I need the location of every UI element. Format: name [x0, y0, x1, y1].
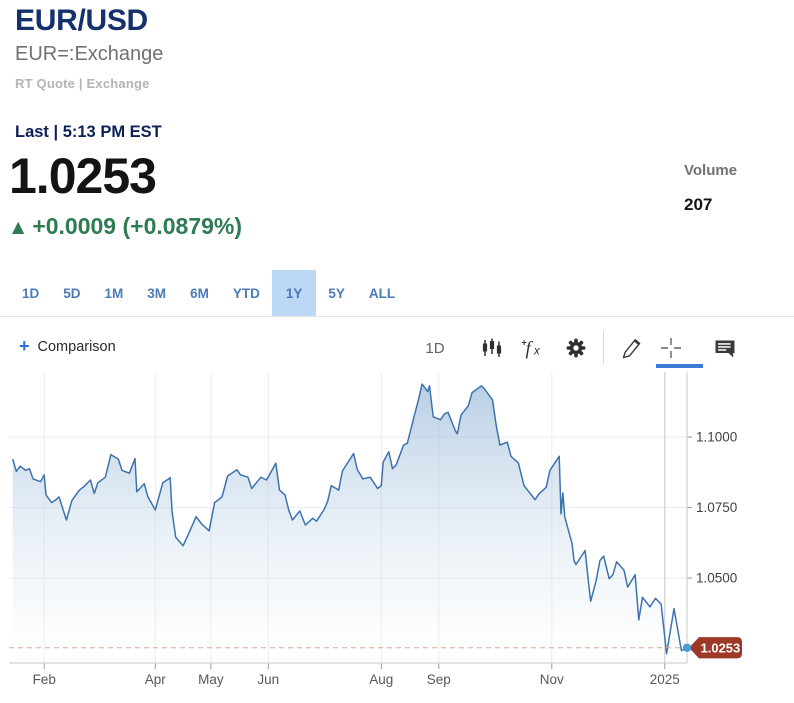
last-price-badge	[689, 637, 742, 659]
price-change-text: +0.0009 (+0.0879%)	[32, 213, 243, 239]
volume-value: 207	[684, 195, 713, 214]
y-tick-label: 1.0500	[696, 571, 737, 586]
range-tab-1y[interactable]: 1Y	[271, 270, 317, 316]
add-comparison-button[interactable]: + Comparison	[19, 336, 116, 357]
page-title: EUR/USD	[15, 4, 148, 37]
up-arrow-icon: ▲	[12, 217, 25, 236]
x-tick-label: Feb	[33, 672, 56, 687]
range-tab-5d[interactable]: 5D	[51, 270, 92, 316]
crosshair-tool-button[interactable]	[651, 330, 703, 368]
range-tab-5y[interactable]: 5Y	[316, 270, 357, 316]
range-tab-1d[interactable]: 1D	[10, 270, 51, 316]
svg-text:+: +	[522, 338, 527, 348]
x-tick-label: Jun	[257, 672, 279, 687]
price-line	[11, 383, 688, 655]
area-fill	[12, 384, 687, 663]
x-tick-label: 2025	[650, 672, 680, 687]
interval-selector-button[interactable]: 1D	[415, 330, 455, 366]
y-tick-label: 1.0750	[696, 500, 737, 515]
x-tick-label: Nov	[540, 672, 564, 687]
indicators-button[interactable]: + f x	[512, 330, 552, 366]
candlestick-chart-icon	[481, 337, 503, 359]
comments-icon	[714, 337, 736, 359]
last-price: 1.0253	[9, 148, 157, 204]
symbol-subtitle: EUR=:Exchange	[15, 43, 164, 65]
function-fx-icon: + f x	[521, 337, 543, 360]
last-timestamp-label: Last | 5:13 PM EST	[15, 123, 162, 141]
x-tick-label: Sep	[427, 672, 451, 687]
volume-block: Volume 207	[684, 162, 737, 215]
y-tick-label: 1.1000	[696, 430, 737, 445]
chart-style-button[interactable]	[472, 330, 512, 366]
comparison-label: Comparison	[37, 338, 116, 355]
crosshair-icon	[660, 337, 682, 359]
svg-text:f: f	[526, 339, 534, 360]
chart-settings-button[interactable]	[556, 330, 596, 366]
comments-button[interactable]	[705, 330, 745, 366]
interval-label: 1D	[425, 339, 445, 357]
x-tick-label: May	[198, 672, 224, 687]
plus-icon: +	[19, 336, 30, 356]
range-tab-all[interactable]: ALL	[357, 270, 407, 316]
range-tab-1m[interactable]: 1M	[93, 270, 136, 316]
last-price-badge-label: 1.0253	[701, 640, 741, 655]
draw-pencil-icon	[620, 337, 642, 359]
range-tab-6m[interactable]: 6M	[178, 270, 221, 316]
settings-gear-icon	[565, 337, 587, 359]
range-tab-ytd[interactable]: YTD	[221, 270, 272, 316]
last-point-marker	[682, 643, 692, 652]
quote-type-label: RT Quote | Exchange	[15, 76, 150, 91]
x-tick-label: Apr	[145, 672, 167, 687]
price-change: ▲ +0.0009 (+0.0879%)	[12, 213, 242, 240]
svg-text:x: x	[533, 346, 541, 358]
range-tabs: 1D 5D 1M 3M 6M YTD 1Y 5Y ALL	[0, 270, 794, 317]
range-tab-3m[interactable]: 3M	[135, 270, 178, 316]
draw-tool-button[interactable]	[611, 330, 651, 366]
volume-label: Volume	[684, 162, 738, 179]
toolbar-divider	[603, 331, 604, 364]
x-tick-label: Aug	[369, 672, 393, 687]
